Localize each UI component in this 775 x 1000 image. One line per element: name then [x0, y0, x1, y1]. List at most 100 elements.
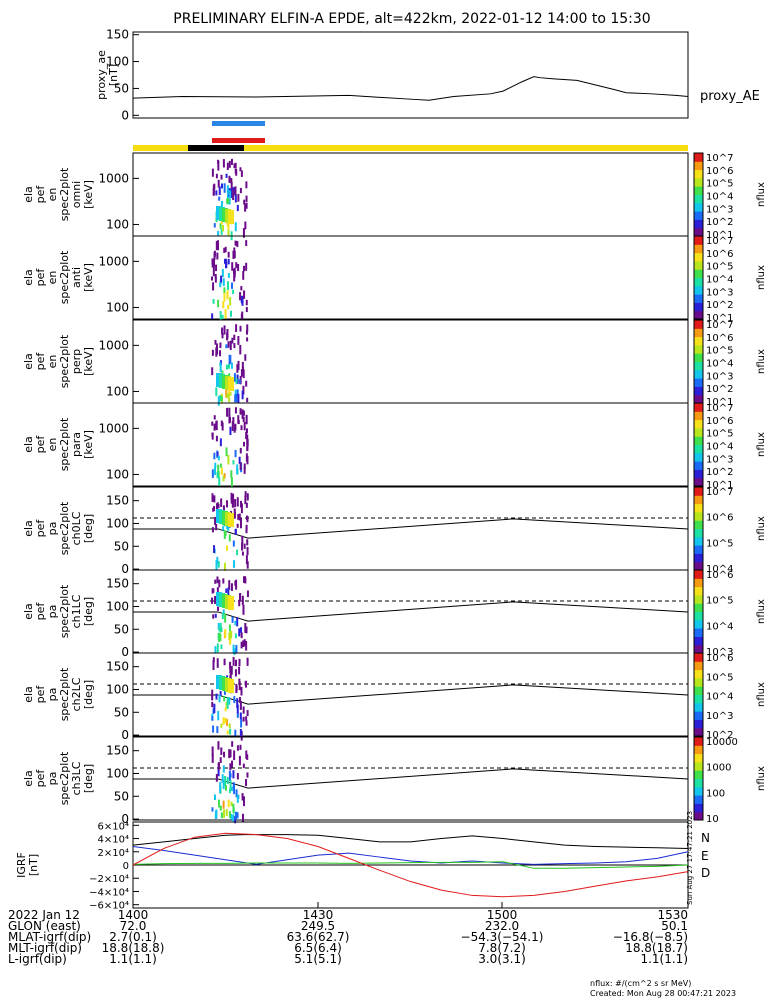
panel-ylabel: elapefpaspec2plotch3LC[deg]	[22, 751, 95, 805]
spec-pixel	[245, 262, 248, 271]
figure-title: PRELIMINARY ELFIN-A EPDE, alt=422km, 202…	[173, 11, 650, 27]
colorbar-tick: 10^7	[706, 320, 733, 331]
spec-pixel	[224, 613, 227, 623]
ytick-label: 2×10⁴	[98, 848, 129, 859]
spectrogram-panels: 1000100elapefenspec2plotomni[keV]10^710^…	[22, 152, 767, 826]
colorbar-segment	[694, 340, 703, 344]
colorbar-segment	[694, 322, 703, 325]
spec-pixel	[237, 360, 240, 371]
igrf-panel: N E D Sun Aug 27 17:47:21 2023 6×10⁴ 4×10…	[15, 811, 710, 912]
colorbar-tick: 10^4	[706, 692, 733, 703]
spec-core	[228, 596, 234, 610]
colorbar-tick: 10^2	[706, 467, 733, 478]
spec-pixel	[214, 277, 217, 283]
spec-pixel	[229, 638, 232, 645]
colorbar-segment	[694, 231, 703, 235]
spec-pixel	[232, 190, 235, 201]
spec-pixel	[237, 514, 240, 520]
spec-pixel	[225, 389, 228, 398]
colorbar-segment	[694, 706, 703, 710]
spec-pixel	[246, 324, 249, 333]
spec-pixel	[228, 580, 231, 590]
colorbar-segment	[694, 559, 703, 563]
colorbar-segment	[694, 634, 703, 637]
colorbar-segment	[694, 692, 703, 695]
spec-pixel	[241, 551, 244, 556]
ytick-label: 150	[106, 28, 129, 42]
spec-pixel	[220, 420, 223, 427]
colorbar-segment	[694, 671, 703, 675]
spec-core	[228, 377, 234, 391]
spec-pixel	[211, 469, 214, 478]
colorbar-tick: 10^6	[706, 570, 733, 581]
ref-solid-line	[133, 684, 689, 705]
colorbar: 10^7 10^6 10^5 10^4 nflux	[693, 486, 767, 575]
colorbar-segment	[694, 551, 703, 554]
ytick-label: 1000	[98, 171, 129, 185]
spec-pixel	[211, 263, 214, 268]
footer-label: 2022 Jan 12	[8, 908, 80, 922]
spec-pixel	[236, 698, 239, 709]
spec-pixel	[233, 750, 236, 761]
colorbar-segment	[694, 489, 703, 492]
spec-pixel	[214, 810, 217, 818]
spec-pixel	[242, 610, 245, 615]
spec-pixel	[225, 344, 228, 349]
colorbar-segment	[694, 684, 703, 687]
colorbar-segment	[694, 254, 703, 258]
colorbar-segment	[694, 675, 703, 679]
colorbar-segment	[694, 448, 703, 452]
colorbar-segment	[694, 803, 703, 806]
spec-pixel	[215, 173, 218, 179]
colorbar-segment	[694, 167, 703, 171]
spec-pixel	[242, 604, 245, 614]
colorbar-segment	[694, 246, 703, 249]
colorbar-segment	[694, 376, 703, 379]
spectrogram-para: 1000100elapefenspec2plotpara[keV]10^710^…	[22, 402, 767, 491]
colorbar-segment	[694, 279, 703, 283]
panel-ylabel: elapefenspec2plotomni[keV]	[22, 167, 95, 221]
colorbar-tick: 10^6	[706, 249, 733, 260]
spec-pixel	[229, 675, 232, 680]
spec-pixel	[228, 397, 231, 403]
spec-pixel	[242, 716, 245, 722]
ylabel-line: ela	[22, 686, 35, 703]
spec-pixel	[242, 410, 245, 416]
spec-pixel	[220, 467, 223, 475]
spec-pixel	[231, 282, 234, 289]
ylabel-line: [deg]	[82, 764, 95, 793]
spec-pixel	[245, 527, 248, 534]
colorbar-segment	[694, 611, 703, 615]
spec-pixel	[222, 301, 225, 309]
footer-label: L-igrf(dip)	[8, 952, 67, 966]
spec-pixel	[211, 753, 214, 763]
spec-pixel	[223, 473, 226, 479]
colorbar-segment	[694, 271, 703, 274]
spec-pixel	[246, 754, 249, 760]
colorbar-segment	[694, 530, 703, 534]
spec-pixel	[226, 500, 229, 508]
spec-pixel	[220, 498, 223, 508]
ytick-label: 1000	[98, 254, 129, 268]
spec-pixel	[230, 813, 233, 820]
spec-pixel	[233, 272, 236, 282]
ylabel-line: [keV]	[82, 263, 95, 292]
ylabel-line: [nT]	[27, 854, 40, 876]
footer-value: 18.8(18.8)	[102, 941, 165, 955]
colorbar-segment	[694, 501, 703, 505]
colorbar-segment	[694, 646, 703, 650]
colorbar-segment	[694, 338, 703, 342]
colorbar-segment	[694, 481, 703, 485]
colorbar-tick: 10^5	[706, 596, 733, 607]
spec-pixel	[243, 463, 246, 469]
spec-pixel	[219, 805, 222, 811]
spec-pixel	[233, 250, 236, 259]
spec-pixel	[216, 576, 219, 584]
colorbar-segment	[694, 169, 703, 173]
spec-pixel	[227, 258, 230, 265]
colorbar-segment	[694, 657, 703, 660]
spec-pixel	[226, 700, 229, 709]
spec-pixel	[214, 274, 217, 279]
spec-pixel	[243, 467, 246, 474]
